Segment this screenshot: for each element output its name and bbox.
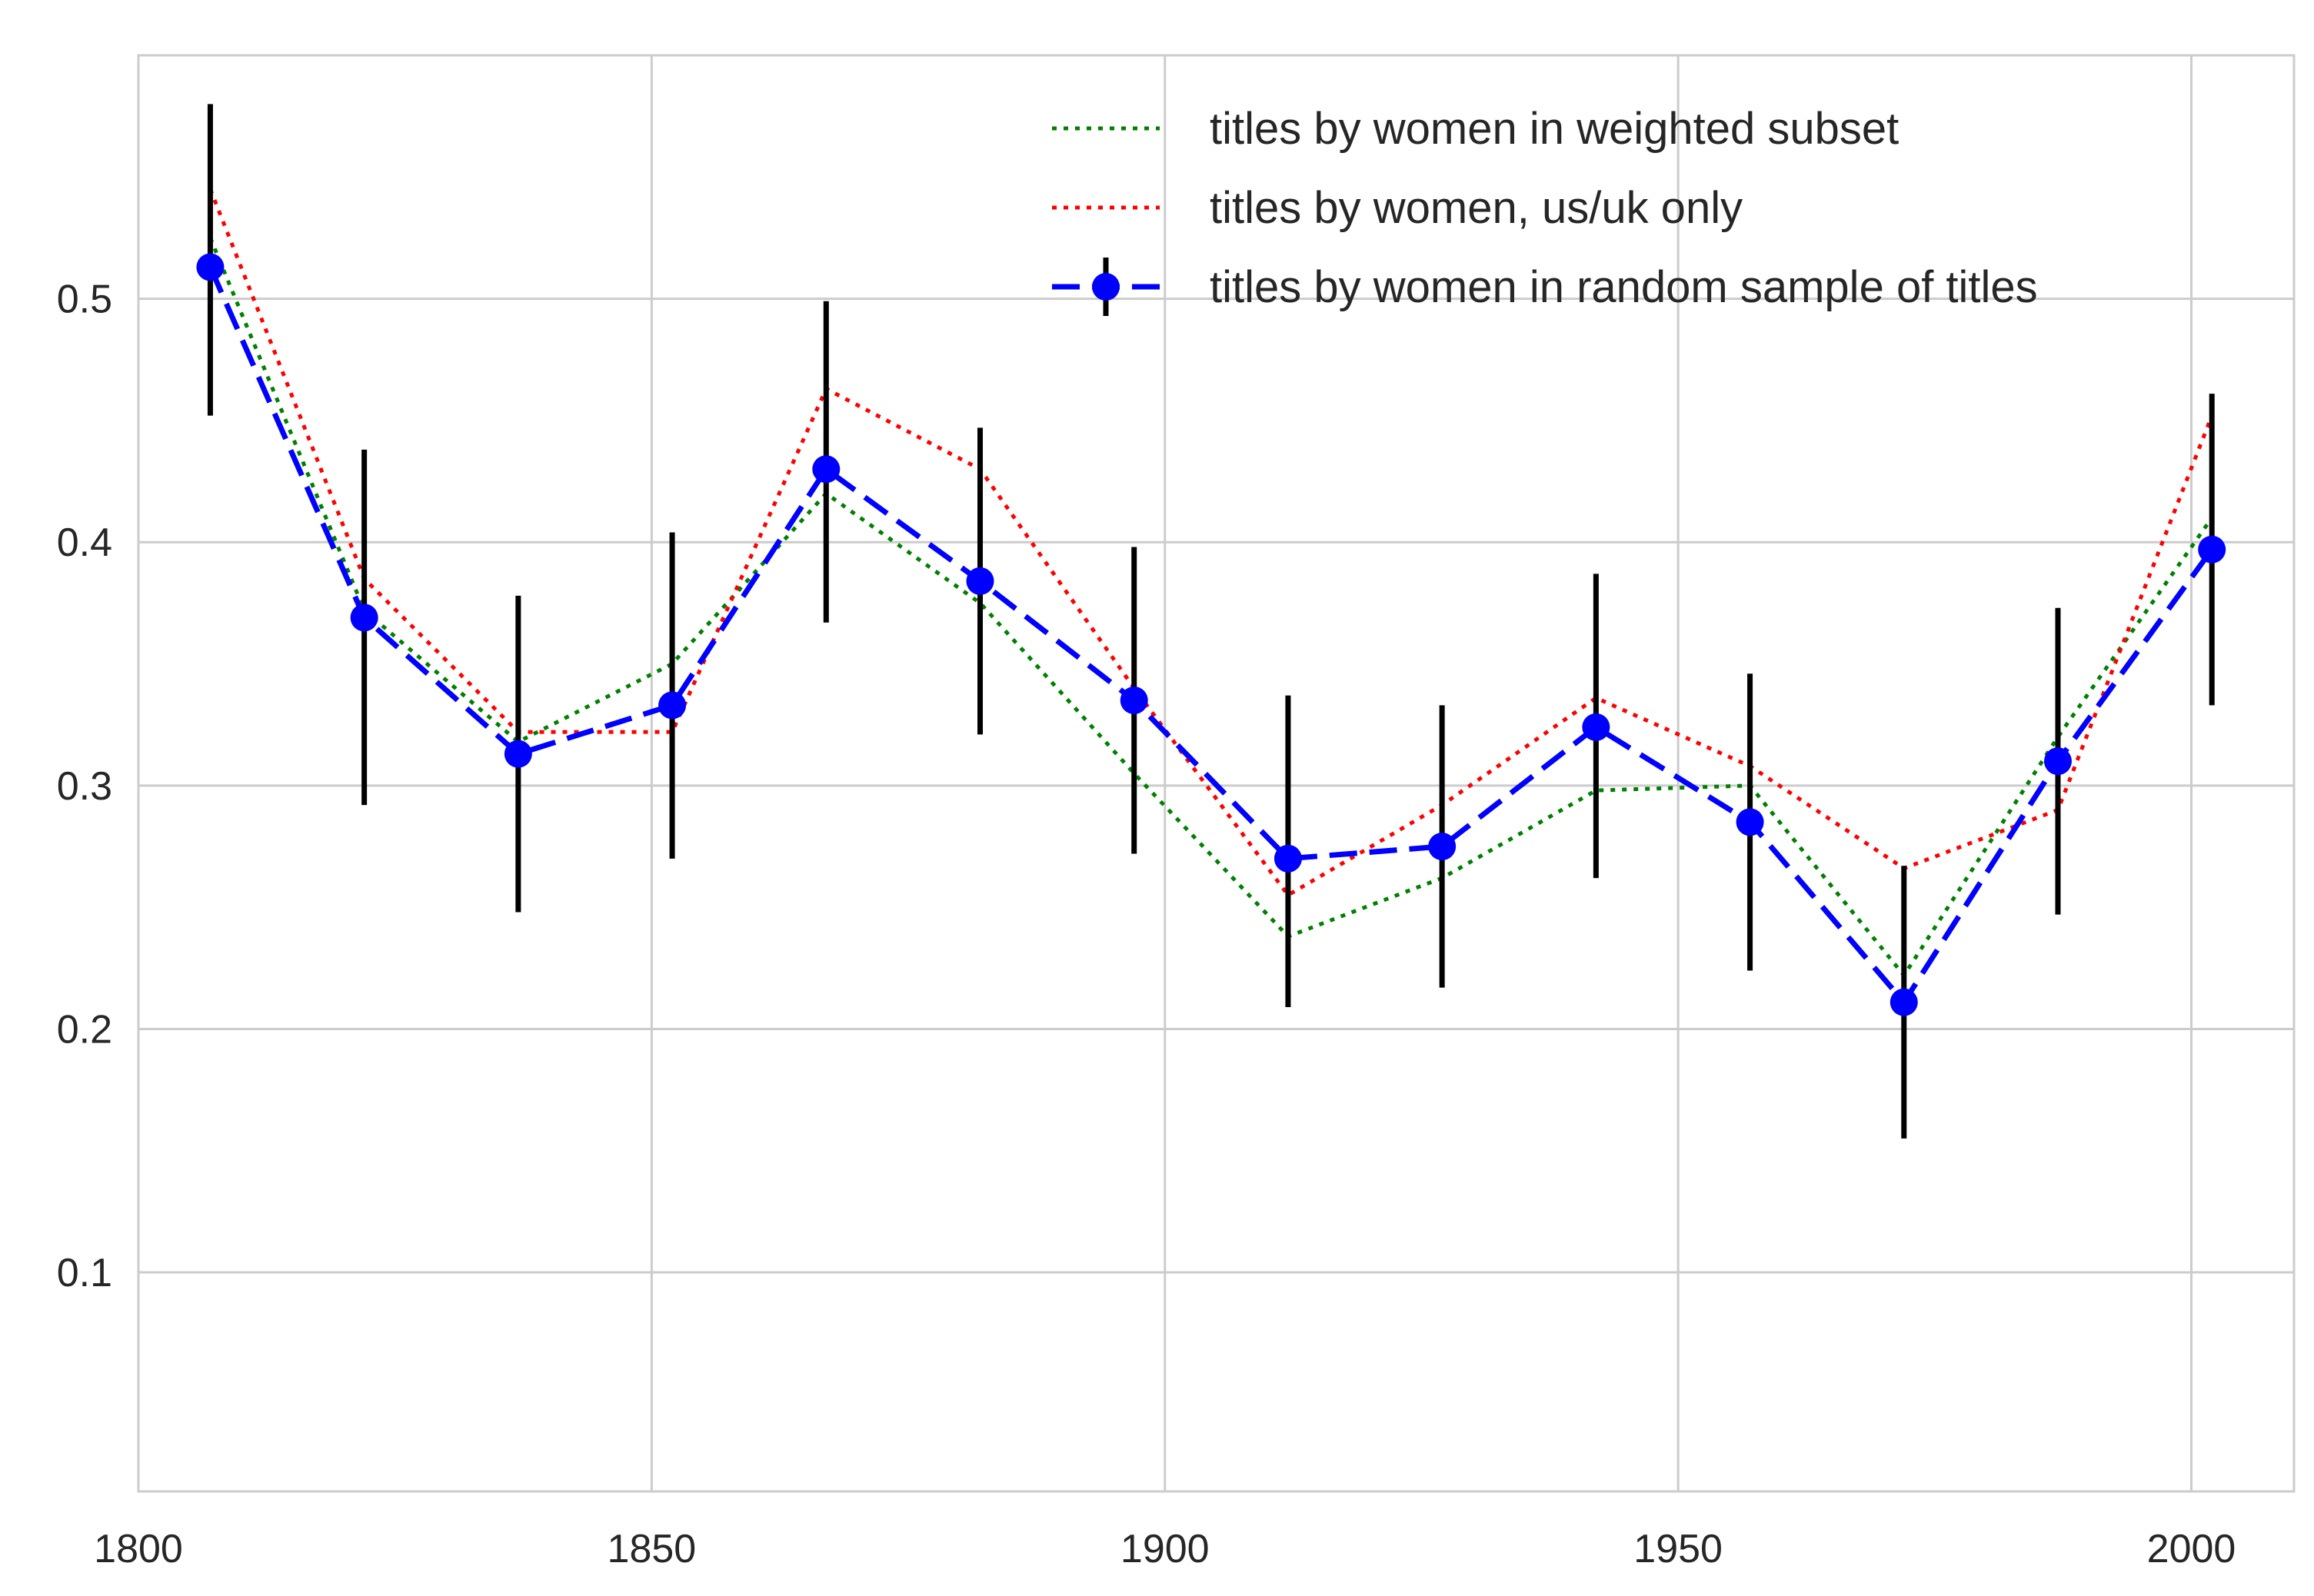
data-point bbox=[1889, 988, 1918, 1016]
data-point bbox=[196, 253, 225, 281]
series-3 bbox=[196, 104, 2226, 1139]
x-tick-label: 1800 bbox=[94, 1527, 183, 1571]
y-tick-label: 0.5 bbox=[57, 278, 112, 322]
legend-label: titles by women in random sample of titl… bbox=[1210, 262, 2038, 312]
y-tick-label: 0.3 bbox=[57, 764, 112, 809]
data-point bbox=[1274, 844, 1302, 873]
x-tick-label: 1950 bbox=[1633, 1527, 1723, 1571]
series-2 bbox=[208, 188, 2214, 898]
y-tick-label: 0.1 bbox=[57, 1251, 112, 1295]
data-point bbox=[1428, 832, 1457, 860]
data-point bbox=[2044, 747, 2073, 776]
x-tick-label: 1900 bbox=[1120, 1527, 1210, 1571]
legend-item: titles by women, us/uk only bbox=[1052, 183, 1743, 233]
data-point bbox=[2198, 535, 2226, 564]
data-point bbox=[1736, 808, 1764, 836]
legend-marker-swatch bbox=[1092, 273, 1120, 301]
plot-area-frame bbox=[137, 54, 2296, 1493]
legend-label: titles by women in weighted subset bbox=[1210, 104, 1899, 154]
series-line bbox=[208, 237, 2214, 979]
legend-item: titles by women in weighted subset bbox=[1052, 104, 1899, 154]
data-point bbox=[658, 691, 687, 720]
x-tick-label: 2000 bbox=[2147, 1527, 2236, 1571]
x-tick-label: 1850 bbox=[608, 1527, 697, 1571]
legend-item: titles by women in random sample of titl… bbox=[1052, 258, 2038, 316]
legend: titles by women in weighted subset titles… bbox=[1052, 104, 2038, 316]
data-point bbox=[350, 603, 378, 632]
series-line bbox=[208, 188, 2214, 898]
y-tick-label: 0.2 bbox=[57, 1007, 112, 1052]
series-1 bbox=[208, 237, 2214, 979]
data-point bbox=[966, 567, 994, 595]
grid bbox=[138, 55, 2294, 1491]
axis-tick-labels: 1800 1850 1900 1950 2000 0.1 0.2 0.3 0.4 0.5 bbox=[57, 278, 2236, 1571]
data-series bbox=[196, 104, 2226, 1139]
y-tick-label: 0.4 bbox=[57, 520, 112, 565]
legend-label: titles by women, us/uk only bbox=[1210, 183, 1743, 233]
data-point bbox=[1120, 687, 1148, 715]
data-point bbox=[504, 740, 532, 768]
series-line bbox=[208, 266, 2215, 1007]
data-point bbox=[1582, 713, 1610, 741]
data-point bbox=[812, 455, 841, 484]
